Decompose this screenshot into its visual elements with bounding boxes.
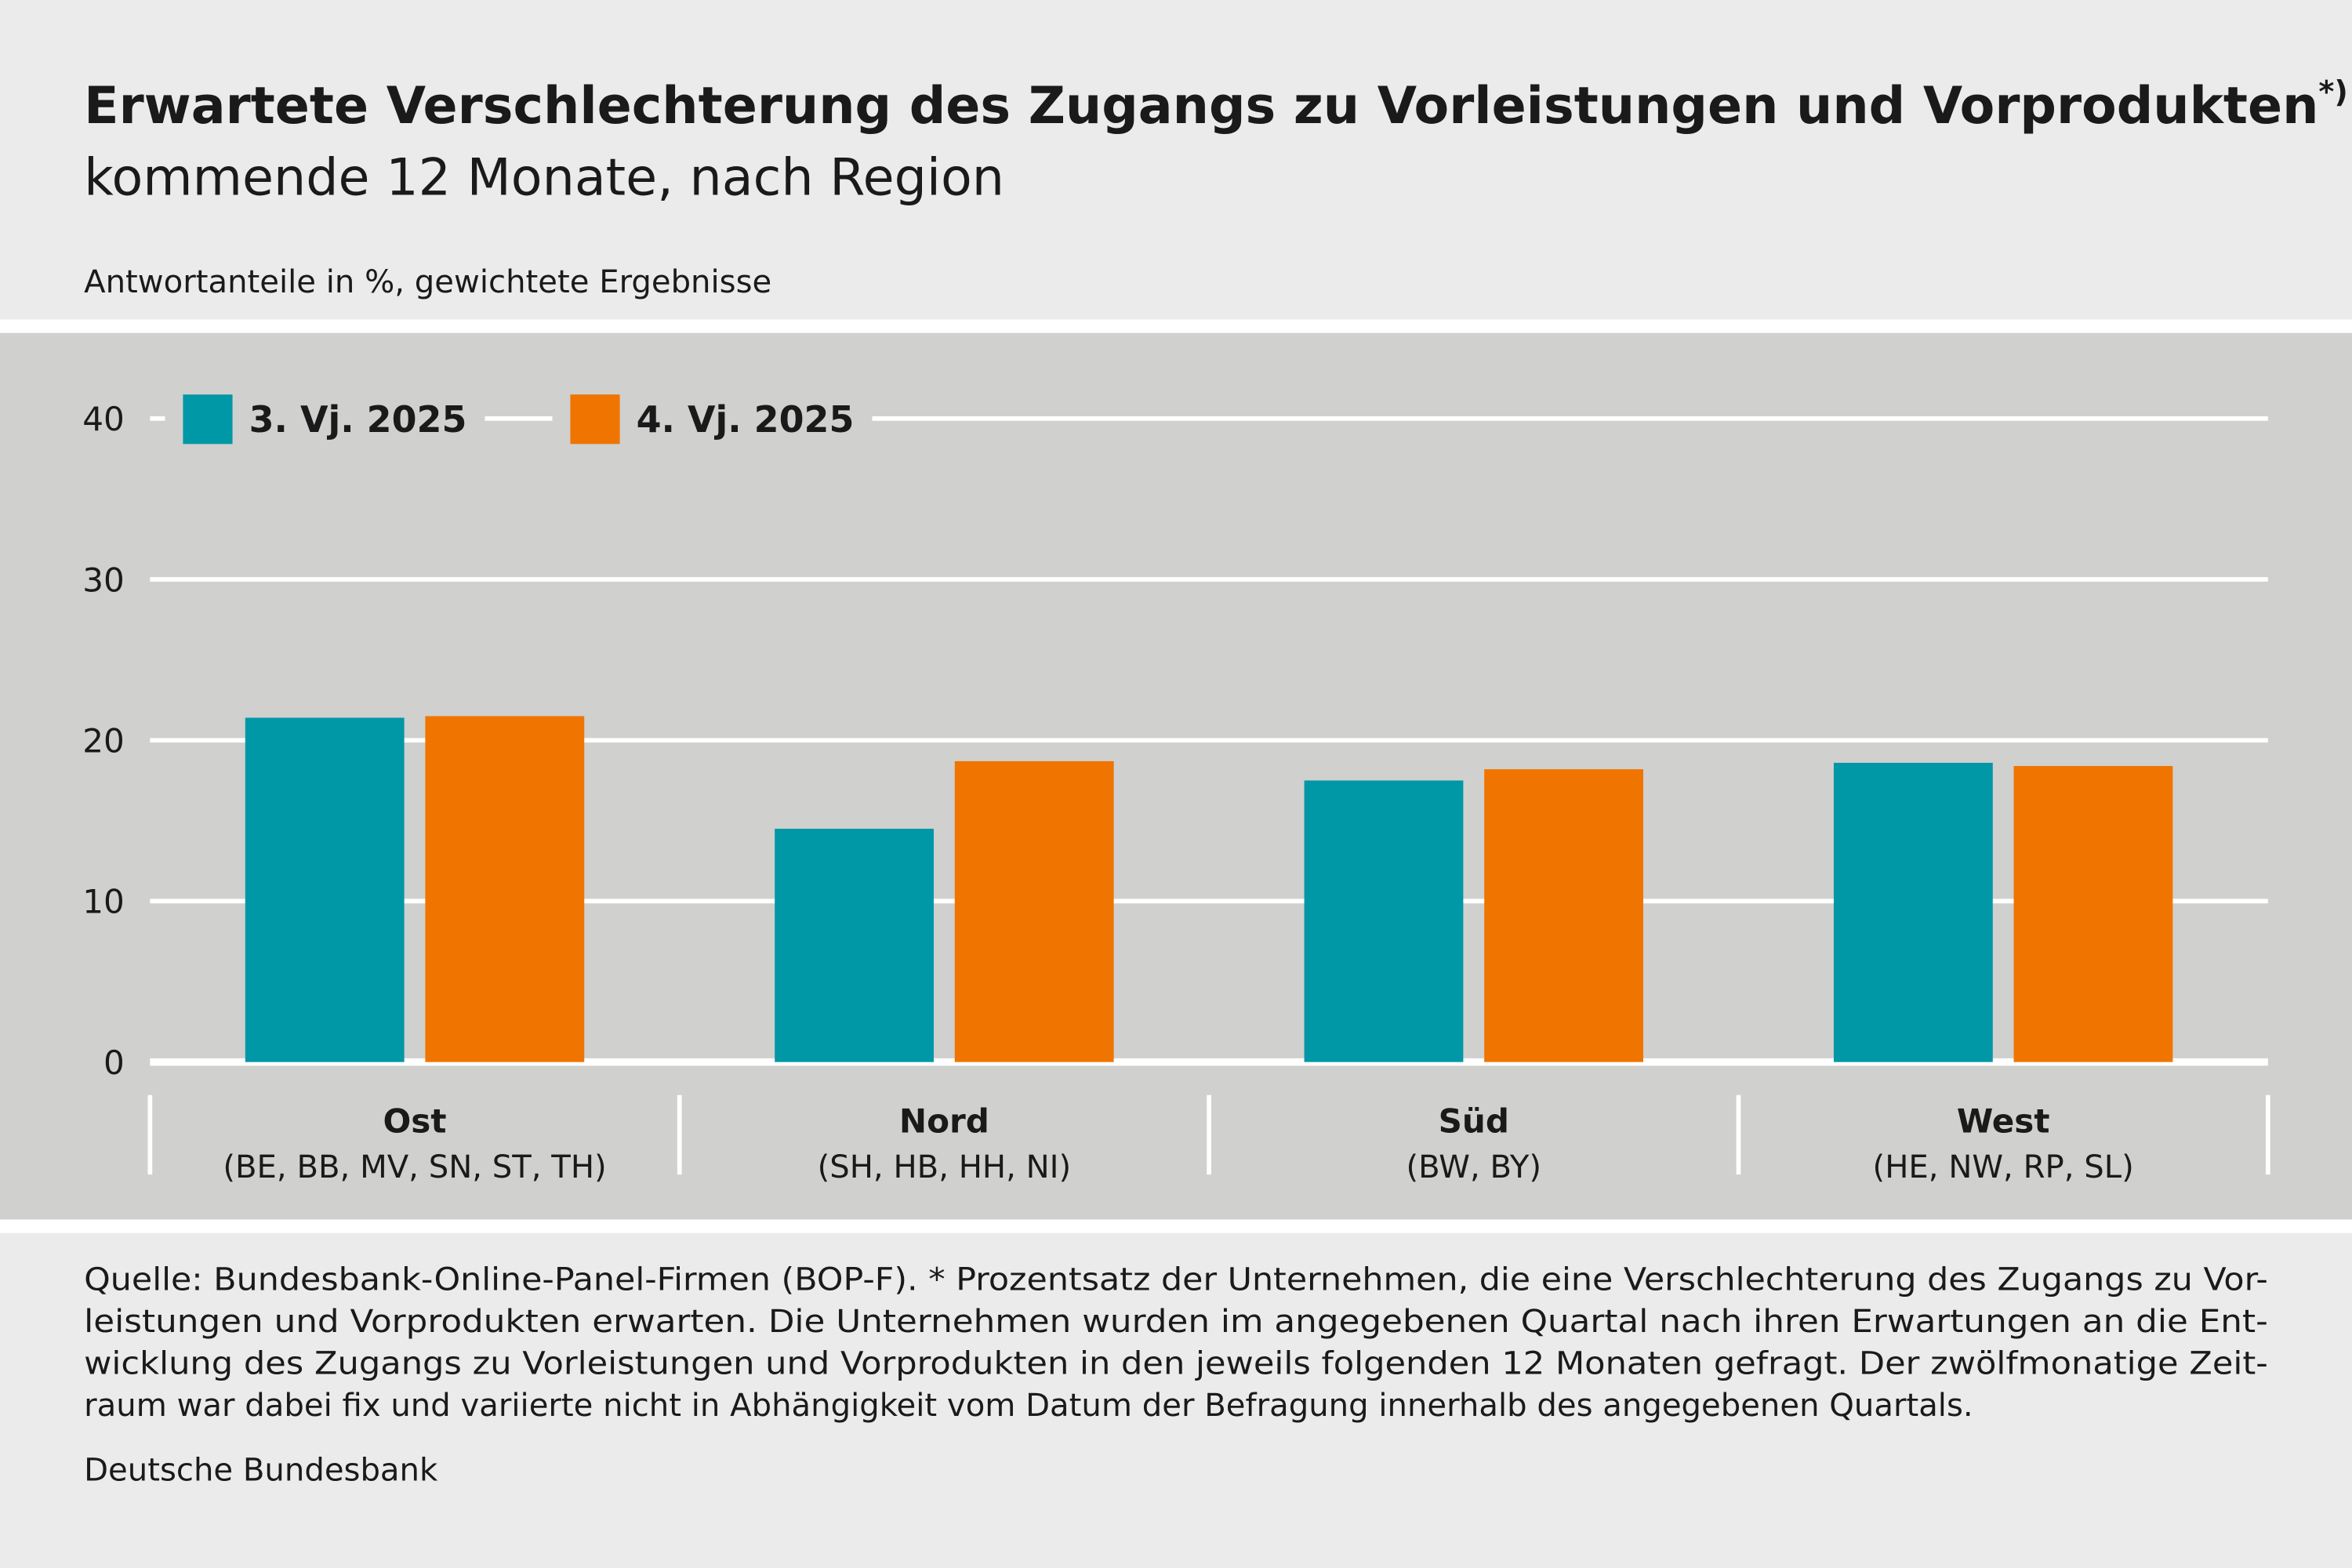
x-tick-label: Süd <box>1439 1102 1509 1141</box>
bar <box>775 829 935 1062</box>
source: Deutsche Bundesbank <box>84 1452 438 1488</box>
bar <box>1484 769 1643 1062</box>
x-tick-sublabel: (BW, BY) <box>1406 1149 1541 1185</box>
separator <box>0 1219 2352 1233</box>
y-tick-label: 30 <box>82 561 125 599</box>
legend-label: 3. Vj. 2025 <box>249 398 467 441</box>
y-tick-label: 0 <box>103 1044 125 1082</box>
title-marker: *) <box>2318 74 2347 110</box>
x-tick-label: Nord <box>899 1102 989 1141</box>
bar <box>1304 780 1464 1062</box>
chart-title: Erwartete Verschlechterung des Zugangs z… <box>84 74 2348 136</box>
bar <box>1833 762 1993 1062</box>
bar <box>425 716 585 1062</box>
x-tick-sublabel: (HE, NW, RP, SL) <box>1873 1149 2134 1185</box>
y-tick-label: 10 <box>82 883 125 921</box>
legend-swatch <box>570 394 620 445</box>
x-tick-label: Ost <box>383 1102 447 1141</box>
x-tick-sublabel: (BE, BB, MV, SN, ST, TH) <box>223 1149 606 1185</box>
note-line: wicklung des Zugangs zu Vorleistungen un… <box>84 1346 2268 1382</box>
x-tick-sublabel: (SH, HB, HH, NI) <box>818 1149 1072 1185</box>
y-axis-label: Antwortanteile in %, gewichtete Ergebnis… <box>84 264 771 300</box>
separator <box>0 319 2352 333</box>
y-tick-label: 20 <box>82 722 125 760</box>
legend-swatch <box>183 394 233 445</box>
x-tick-label: West <box>1957 1102 2050 1141</box>
note-line: raum war dabei fix und variierte nicht i… <box>84 1388 1973 1424</box>
note-line: leistungen und Vorprodukten erwarten. Di… <box>84 1304 2268 1340</box>
note-line: Quelle: Bundesbank-Online-Panel-Firmen (… <box>84 1261 2268 1298</box>
bar <box>2013 766 2173 1062</box>
bar <box>245 717 405 1062</box>
legend-label: 4. Vj. 2025 <box>637 398 855 441</box>
y-tick-label: 40 <box>82 400 125 438</box>
title-text: Erwartete Verschlechterung des Zugangs z… <box>84 77 2318 136</box>
bar <box>954 760 1114 1062</box>
chart-subtitle: kommende 12 Monate, nach Region <box>84 149 1004 208</box>
